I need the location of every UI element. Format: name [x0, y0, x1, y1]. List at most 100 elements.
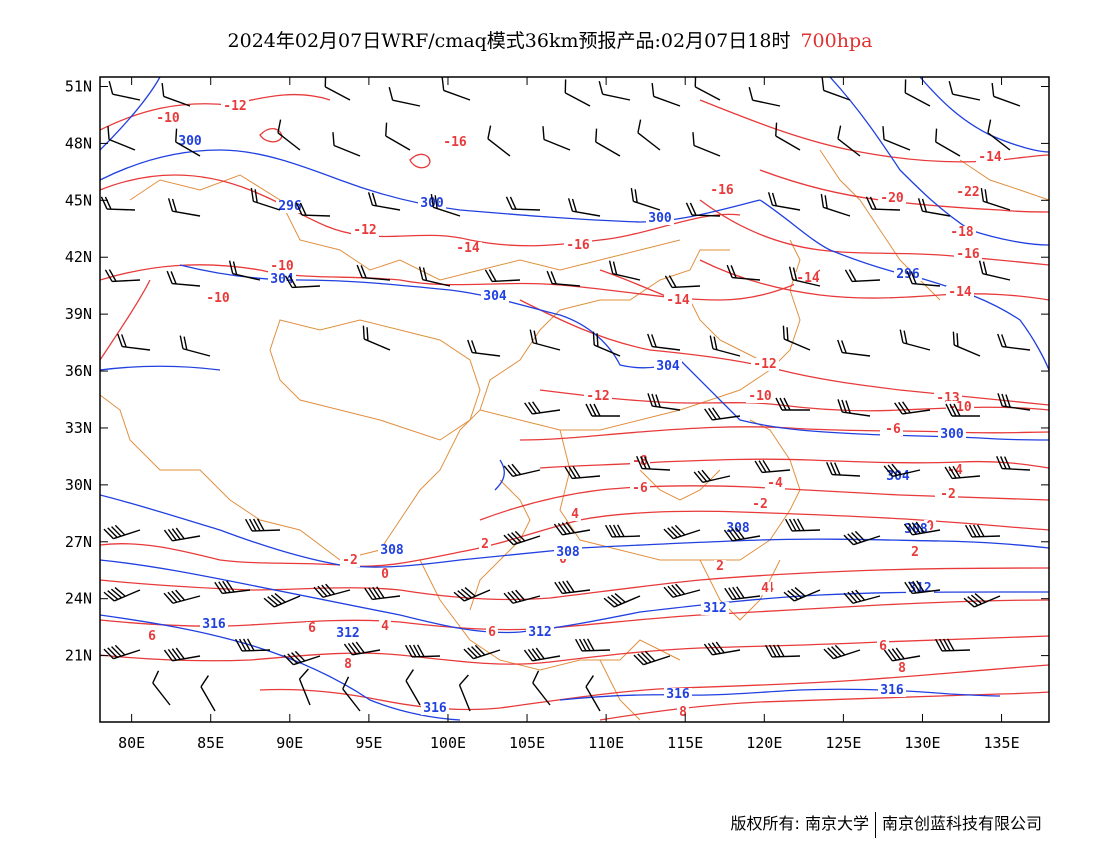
lat-label: 24N — [65, 590, 92, 608]
wind-barb — [904, 580, 941, 595]
wind-barb — [944, 465, 981, 480]
temperature-label: -20 — [880, 191, 904, 206]
wind-barb — [608, 260, 641, 281]
copyright-left: 版权所有: 南京大学 — [730, 814, 869, 833]
wind-barb — [882, 126, 911, 151]
temperature-label: 0 — [559, 552, 567, 567]
lat-label: 30N — [65, 476, 92, 494]
wind-barb — [775, 122, 801, 151]
wind-barb — [484, 269, 521, 283]
wind-barb — [117, 333, 151, 351]
temperature-label: 6 — [488, 625, 496, 640]
wind-barb — [546, 270, 581, 287]
wind-barb — [244, 518, 281, 532]
wind-barb — [906, 270, 941, 287]
temperature-label: -2 — [342, 553, 358, 568]
wind-barb — [883, 463, 921, 477]
lon-label: 100E — [430, 734, 466, 752]
wind-barb — [664, 275, 701, 289]
wind-barb — [865, 196, 901, 211]
wind-barb — [367, 192, 401, 211]
temperature-label: -16 — [956, 247, 980, 262]
wind-barb — [284, 275, 321, 289]
wind-barb — [604, 524, 641, 538]
wind-barb — [362, 325, 391, 351]
wind-barb — [388, 87, 421, 107]
height-label: 312 — [528, 625, 551, 640]
wind-barb — [724, 586, 761, 601]
temperature-contours — [100, 93, 1049, 721]
wind-barb — [430, 193, 461, 217]
wind-barb — [894, 401, 931, 415]
wind-barb — [788, 266, 821, 287]
wind-barb — [574, 638, 611, 652]
wind-barb — [934, 638, 971, 652]
wind-barb — [458, 674, 471, 712]
wind-barb — [542, 126, 571, 151]
wind-barb — [324, 77, 351, 101]
wind-barb — [844, 269, 881, 283]
wind-barb — [100, 196, 136, 211]
lon-label: 125E — [825, 734, 861, 752]
wind-barb — [843, 530, 881, 546]
wind-barb — [553, 521, 591, 536]
wind-barb — [356, 264, 391, 281]
height-label: 304 — [886, 469, 910, 484]
plot-frame — [99, 76, 1050, 723]
height-label: 312 — [336, 626, 359, 641]
lon-label: 130E — [904, 734, 940, 752]
wind-barb — [405, 669, 421, 706]
wind-barb — [883, 647, 921, 662]
wind-barb — [748, 87, 781, 107]
lon-label: 80E — [118, 734, 145, 752]
wind-barb — [837, 125, 861, 157]
height-label: 304 — [656, 359, 680, 374]
temperature-label: -12 — [353, 223, 376, 238]
height-label: 304 — [270, 272, 294, 287]
wind-barb — [523, 647, 561, 662]
wind-barb — [694, 77, 721, 101]
lon-label: 115E — [667, 734, 703, 752]
height-label: 316 — [666, 687, 690, 702]
lat-label: 36N — [65, 362, 92, 380]
temperature-label: 2 — [716, 559, 724, 574]
footer-divider — [874, 811, 876, 838]
temperature-label: -10 — [270, 259, 294, 274]
wind-barb — [585, 403, 620, 417]
lat-label: 42N — [65, 248, 92, 266]
wind-barb — [821, 77, 851, 101]
wind-barb — [214, 580, 251, 595]
lon-label: 90E — [276, 734, 303, 752]
wind-barb — [263, 593, 301, 608]
wind-barb — [277, 119, 301, 151]
wind-barb — [567, 198, 601, 217]
temperature-label: -10 — [206, 291, 230, 306]
wind-barb — [917, 198, 951, 217]
temperature-label: -10 — [748, 389, 772, 404]
wind-barb — [532, 670, 551, 706]
lon-label: 95E — [355, 734, 382, 752]
wind-barb — [692, 132, 721, 157]
wind-barb — [503, 530, 541, 546]
temperature-label: 6 — [148, 629, 156, 644]
wind-barb — [595, 128, 621, 157]
wind-barb — [767, 192, 801, 211]
wind-barb — [404, 644, 441, 658]
wind-barb — [991, 83, 1021, 107]
wind-barb — [554, 580, 591, 595]
title-level: 700hpa — [800, 30, 873, 52]
wind-barb — [385, 122, 411, 151]
temperature-label: 0 — [926, 519, 934, 534]
height-label: 296 — [278, 199, 302, 214]
wind-barb — [343, 641, 381, 656]
wind-barb — [709, 335, 741, 357]
wind-barb — [441, 77, 471, 101]
wind-barb — [108, 81, 141, 101]
lat-label: 33N — [65, 419, 92, 437]
temperature-label: -2 — [940, 487, 956, 502]
wind-barb — [978, 260, 1011, 281]
wind-barb — [342, 676, 361, 712]
wind-barb — [524, 401, 561, 415]
wind-barb — [948, 81, 981, 101]
wind-barb — [418, 266, 451, 287]
